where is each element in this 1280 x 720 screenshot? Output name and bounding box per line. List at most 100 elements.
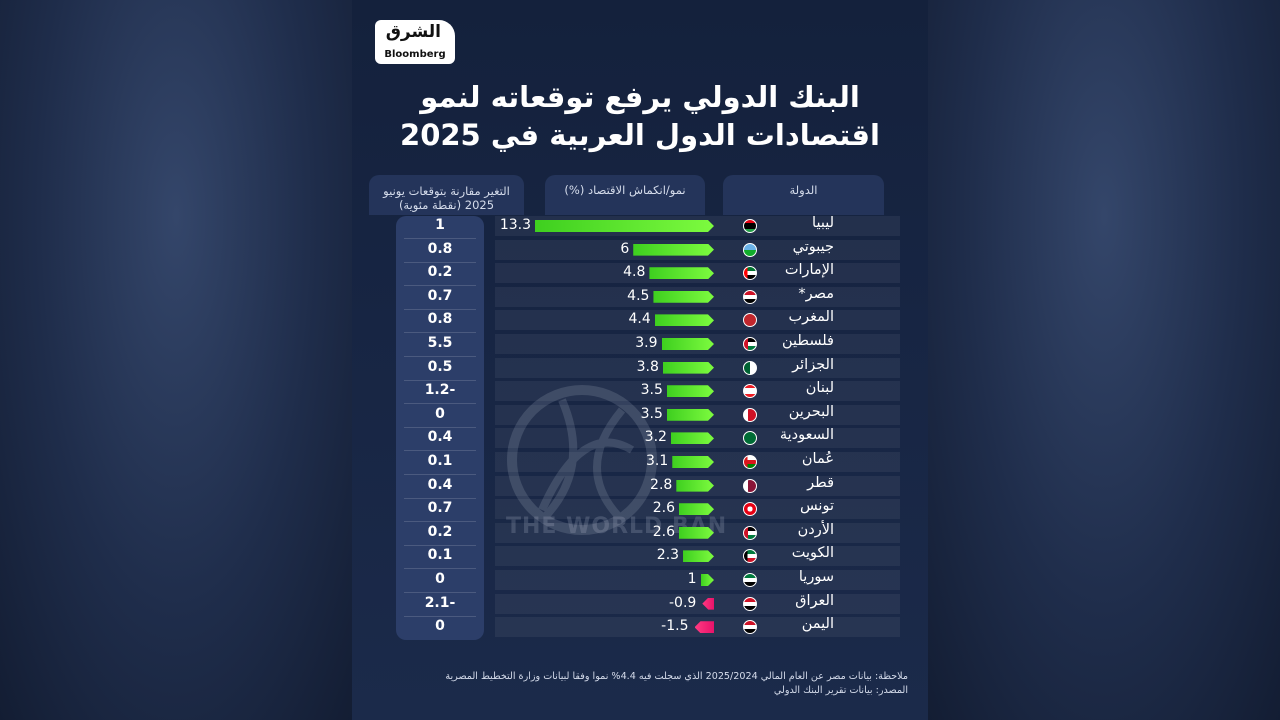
table-row: فلسطين 3.9 5.5 bbox=[352, 333, 928, 357]
change-divider bbox=[404, 521, 476, 523]
growth-bar bbox=[633, 244, 714, 256]
growth-bar bbox=[653, 291, 714, 303]
change-value: 0 bbox=[435, 571, 445, 587]
country-label: السعودية bbox=[779, 427, 834, 444]
change-divider bbox=[404, 592, 476, 593]
table-row: العراق -0.9 2.1- bbox=[352, 593, 928, 617]
change-divider bbox=[404, 497, 476, 499]
saudi-flag-icon bbox=[743, 431, 757, 446]
growth-bar bbox=[679, 527, 714, 539]
growth-value-label: 3.1 bbox=[646, 453, 669, 469]
growth-bar bbox=[702, 597, 714, 610]
libya-flag-icon bbox=[743, 219, 757, 233]
change-value: 0 bbox=[435, 618, 445, 635]
change-divider bbox=[404, 285, 476, 287]
change-value: 0.7 bbox=[427, 500, 453, 517]
growth-value-label: 13.3 bbox=[499, 217, 531, 233]
change-divider bbox=[404, 356, 476, 357]
growth-value-label: 4.4 bbox=[628, 311, 651, 328]
table-row: سوريا 1 0 bbox=[352, 569, 928, 593]
change-divider bbox=[404, 615, 476, 617]
growth-bar bbox=[701, 574, 714, 586]
table-row: الكويت 2.3 0.1 bbox=[352, 545, 928, 570]
table-row: الإمارات 4.8 0.2 bbox=[352, 262, 928, 287]
country-label: فلسطين bbox=[782, 333, 834, 349]
change-value: 0.1 bbox=[427, 547, 453, 564]
lebanon-flag-icon bbox=[743, 384, 757, 399]
growth-value-label: 4.8 bbox=[623, 264, 646, 281]
growth-bar bbox=[676, 480, 714, 492]
change-value: 0.5 bbox=[427, 358, 453, 375]
change-divider bbox=[404, 426, 476, 428]
footnote: ملاحظة: بيانات مصر عن العام المالي 2025/… bbox=[445, 671, 908, 682]
table-row: عُمان 3.1 0.1 bbox=[352, 451, 928, 475]
change-value: 0.2 bbox=[427, 264, 453, 281]
growth-value-label: 3.9 bbox=[635, 335, 658, 351]
table-row: الجزائر 3.8 0.5 bbox=[352, 356, 928, 381]
country-label: سوريا bbox=[798, 569, 834, 585]
growth-value-label: 3.8 bbox=[636, 358, 659, 375]
country-label: ليبيا bbox=[812, 215, 834, 231]
growth-value-label: 2.6 bbox=[652, 523, 676, 540]
country-label: الإمارات bbox=[784, 262, 834, 279]
change-divider bbox=[404, 308, 476, 310]
growth-bar bbox=[649, 267, 714, 279]
growth-bar bbox=[672, 456, 714, 468]
iraq-flag-icon bbox=[743, 596, 757, 611]
table-row: تونس 2.6 0.7 bbox=[352, 498, 928, 523]
change-divider bbox=[404, 403, 476, 405]
jordan-flag-icon bbox=[743, 525, 757, 540]
growth-value-label: 1 bbox=[687, 571, 697, 587]
country-label: الكويت bbox=[791, 545, 834, 562]
uae-flag-icon bbox=[743, 266, 757, 281]
palestine-flag-icon bbox=[743, 337, 757, 351]
change-value: 0.8 bbox=[427, 240, 453, 257]
row-background bbox=[495, 570, 900, 590]
change-divider bbox=[404, 238, 476, 239]
change-value: 1 bbox=[435, 217, 445, 233]
change-value: 0 bbox=[435, 405, 445, 422]
background-left bbox=[0, 0, 352, 720]
growth-bar bbox=[662, 338, 714, 350]
change-value: 0.1 bbox=[427, 453, 453, 469]
bahrain-flag-icon bbox=[743, 407, 757, 422]
change-column-panel bbox=[396, 216, 484, 640]
growth-bar bbox=[683, 550, 714, 562]
table-row: البحرين 3.5 0 bbox=[352, 403, 928, 428]
country-label: اليمن bbox=[801, 616, 834, 633]
syria-flag-icon bbox=[743, 573, 757, 587]
change-divider bbox=[404, 474, 476, 475]
growth-value-label: -0.9 bbox=[668, 594, 697, 611]
logo-arabic: الشرق bbox=[385, 22, 441, 42]
asharq-bloomberg-logo: الشرق Bloomberg bbox=[375, 20, 455, 64]
growth-bar bbox=[679, 503, 714, 515]
column-header-change: التغير مقارنة بتوقعات يونيو 2025 (نقطة م… bbox=[369, 175, 524, 215]
country-label: البحرين bbox=[788, 403, 834, 420]
table-row: اليمن -1.5 0 bbox=[352, 616, 928, 638]
change-divider bbox=[404, 261, 476, 263]
growth-value-label: -1.5 bbox=[661, 618, 689, 635]
change-divider bbox=[404, 450, 476, 452]
growth-value-label: 3.5 bbox=[640, 382, 663, 399]
country-label: الجزائر bbox=[792, 356, 834, 373]
table-row: ليبيا 13.3 1 bbox=[352, 215, 928, 239]
table-row: مصر* 4.5 0.7 bbox=[352, 286, 928, 310]
growth-bar bbox=[694, 621, 714, 634]
country-label: عُمان bbox=[801, 451, 834, 467]
table-row: السعودية 3.2 0.4 bbox=[352, 427, 928, 452]
change-value: 2.1- bbox=[424, 594, 456, 611]
world-bank-globe-watermark bbox=[507, 385, 657, 535]
country-label: جيبوتي bbox=[792, 238, 834, 255]
logo-english: Bloomberg bbox=[384, 49, 446, 60]
country-label: تونس bbox=[799, 498, 834, 515]
djibouti-flag-icon bbox=[743, 242, 757, 257]
change-value: 0.7 bbox=[427, 287, 453, 304]
growth-value-label: 2.6 bbox=[652, 500, 676, 517]
growth-bar bbox=[535, 220, 714, 232]
country-label: قطر bbox=[807, 474, 834, 491]
growth-bar bbox=[667, 409, 714, 421]
oman-flag-icon bbox=[743, 455, 757, 469]
yemen-flag-icon bbox=[743, 620, 757, 635]
row-background bbox=[495, 593, 900, 614]
country-label: لبنان bbox=[805, 380, 834, 397]
